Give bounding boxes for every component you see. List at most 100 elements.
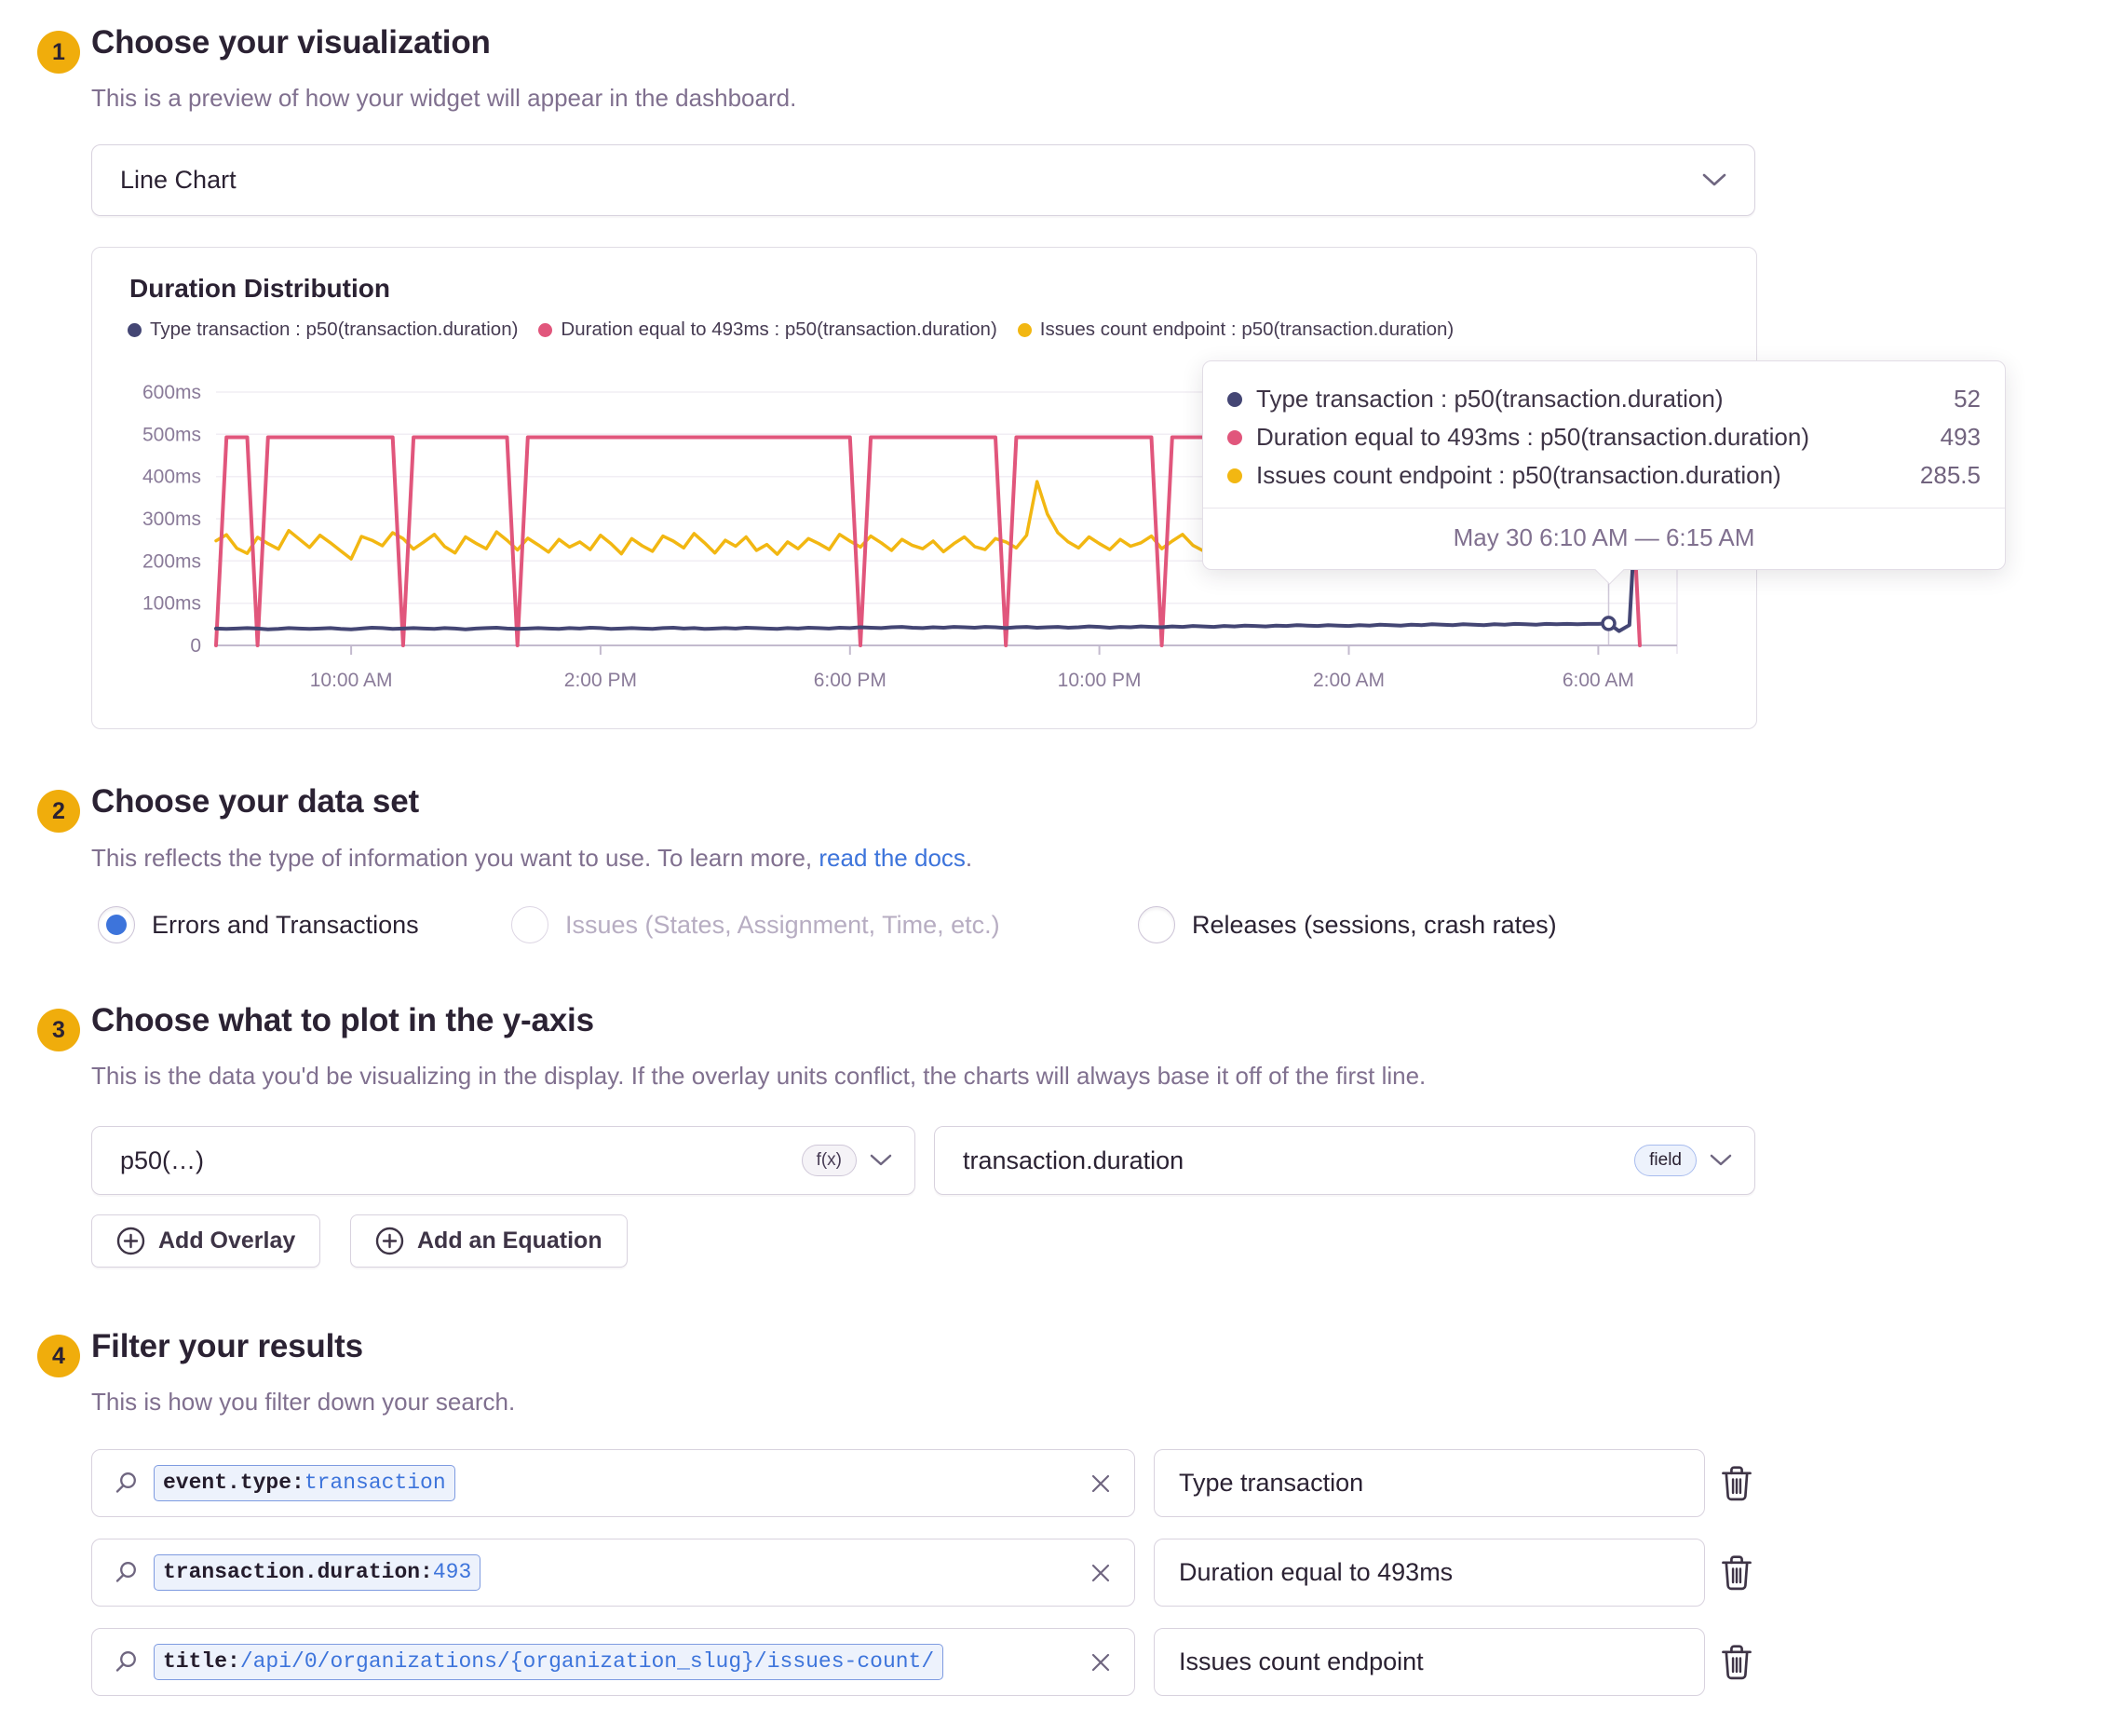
svg-text:500ms: 500ms [142, 424, 201, 445]
legend-item[interactable]: Duration equal to 493ms : p50(transactio… [538, 319, 997, 341]
radio-issues[interactable]: Issues (States, Assignment, Time, etc.) [511, 906, 1000, 943]
visualization-type-value: Line Chart [120, 166, 237, 194]
delete-filter-button-1[interactable] [1719, 1463, 1754, 1504]
filter-search-input-3[interactable]: title:/api/0/organizations/{organization… [91, 1628, 1135, 1696]
search-token[interactable]: title:/api/0/organizations/{organization… [154, 1644, 944, 1680]
function-tag: f(x) [801, 1145, 857, 1176]
svg-text:10:00 AM: 10:00 AM [310, 670, 393, 691]
tooltip-label: Issues count endpoint : p50(transaction.… [1256, 461, 1781, 489]
plus-circle-icon [116, 1227, 145, 1255]
step-4-subtitle: This is how you filter down your search. [91, 1388, 516, 1416]
trash-icon [1722, 1466, 1752, 1501]
tooltip-value: 52 [1954, 385, 1981, 413]
filter-alias-input-1[interactable] [1154, 1449, 1705, 1517]
tooltip-row: Duration equal to 493ms : p50(transactio… [1227, 418, 1981, 456]
radio-label: Errors and Transactions [152, 910, 419, 939]
search-token[interactable]: transaction.duration: 493 [154, 1554, 481, 1591]
radio-circle-selected [98, 906, 135, 943]
step-3-title: Choose what to plot in the y-axis [91, 1002, 594, 1038]
token-value: /api/0/organizations/{organization_slug}… [239, 1649, 935, 1675]
filter-alias-input-3[interactable] [1154, 1628, 1705, 1696]
tooltip-label: Type transaction : p50(transaction.durat… [1256, 385, 1724, 413]
step-2-subtitle: This reflects the type of information yo… [91, 844, 972, 873]
tooltip-timerange: May 30 6:10 AM — 6:15 AM [1203, 508, 2005, 569]
chart-tooltip: Type transaction : p50(transaction.durat… [1202, 360, 2006, 585]
yaxis-function-value: p50(…) [120, 1146, 205, 1174]
radio-circle [511, 906, 548, 943]
filter-alias-input-2[interactable] [1154, 1539, 1705, 1607]
svg-text:2:00 AM: 2:00 AM [1313, 670, 1385, 691]
filter-search-input-2[interactable]: transaction.duration: 493 [91, 1539, 1135, 1607]
legend-label: Issues count endpoint : p50(transaction.… [1039, 319, 1455, 340]
svg-text:100ms: 100ms [142, 593, 201, 615]
trash-icon [1722, 1555, 1752, 1591]
tooltip-value: 285.5 [1919, 461, 1981, 489]
chevron-down-icon [1702, 173, 1726, 186]
tooltip-label: Duration equal to 493ms : p50(transactio… [1256, 423, 1810, 451]
svg-text:0: 0 [190, 635, 201, 657]
clear-search-button[interactable] [1089, 1651, 1112, 1674]
token-key: title: [163, 1649, 240, 1675]
legend-item[interactable]: Issues count endpoint : p50(transaction.… [1017, 319, 1455, 341]
tooltip-value: 493 [1940, 423, 1981, 451]
radio-circle [1138, 906, 1175, 943]
tooltip-row: Type transaction : p50(transaction.durat… [1227, 380, 1981, 418]
add-overlay-label: Add Overlay [158, 1227, 296, 1254]
clear-search-button[interactable] [1089, 1562, 1112, 1584]
step-2-subtitle-text: This reflects the type of information yo… [91, 844, 819, 872]
clear-search-button[interactable] [1089, 1472, 1112, 1495]
svg-text:10:00 PM: 10:00 PM [1058, 670, 1142, 691]
add-equation-button[interactable]: Add an Equation [350, 1214, 628, 1268]
close-icon [1091, 1474, 1110, 1492]
yaxis-field-select[interactable]: transaction.duration field [934, 1126, 1755, 1195]
plus-circle-icon [375, 1227, 404, 1255]
radio-errors-and-transactions[interactable]: Errors and Transactions [98, 906, 419, 943]
radio-label: Releases (sessions, crash rates) [1192, 910, 1557, 939]
radio-label: Issues (States, Assignment, Time, etc.) [565, 910, 1000, 939]
legend-item[interactable]: Type transaction : p50(transaction.durat… [128, 319, 518, 341]
step-4-badge: 4 [37, 1335, 80, 1377]
radio-releases[interactable]: Releases (sessions, crash rates) [1138, 906, 1557, 943]
svg-text:2:00 PM: 2:00 PM [564, 670, 637, 691]
read-the-docs-link[interactable]: read the docs [819, 844, 966, 872]
tooltip-dot-yellow [1227, 468, 1242, 483]
legend-dot-yellow [1017, 322, 1032, 337]
step-3-badge: 3 [37, 1009, 80, 1051]
token-key: transaction.duration: [163, 1560, 433, 1585]
legend-label: Duration equal to 493ms : p50(transactio… [561, 319, 997, 340]
legend-label: Type transaction : p50(transaction.durat… [150, 319, 519, 340]
yaxis-field-value: transaction.duration [963, 1146, 1184, 1174]
svg-text:300ms: 300ms [142, 509, 201, 530]
filter-search-input-1[interactable]: event.type: transaction [91, 1449, 1135, 1517]
step-2-subtitle-end: . [965, 844, 973, 872]
add-overlay-button[interactable]: Add Overlay [91, 1214, 321, 1268]
visualization-type-select[interactable]: Line Chart [91, 144, 1755, 216]
svg-text:6:00 PM: 6:00 PM [814, 670, 886, 691]
add-equation-label: Add an Equation [417, 1227, 602, 1254]
step-3-subtitle: This is the data you'd be visualizing in… [91, 1062, 1427, 1090]
search-icon [115, 1651, 136, 1672]
token-key: event.type: [163, 1471, 304, 1496]
search-icon [115, 1472, 136, 1493]
close-icon [1091, 1564, 1110, 1581]
tooltip-dot-navy [1227, 391, 1242, 407]
svg-text:400ms: 400ms [142, 467, 201, 488]
delete-filter-button-2[interactable] [1719, 1553, 1754, 1594]
chevron-down-icon [1710, 1154, 1732, 1166]
chart-title: Duration Distribution [129, 274, 390, 303]
chart-legend: Type transaction : p50(transaction.durat… [128, 319, 1454, 341]
field-tag: field [1634, 1145, 1697, 1176]
search-token[interactable]: event.type: transaction [154, 1465, 455, 1501]
step-4-title: Filter your results [91, 1328, 363, 1364]
chevron-down-icon [870, 1154, 892, 1166]
step-1-subtitle: This is a preview of how your widget wil… [91, 84, 797, 112]
step-2-badge: 2 [37, 790, 80, 833]
step-1-title: Choose your visualization [91, 24, 491, 61]
tooltip-row: Issues count endpoint : p50(transaction.… [1227, 456, 1981, 495]
yaxis-function-select[interactable]: p50(…) f(x) [91, 1126, 915, 1195]
delete-filter-button-3[interactable] [1719, 1642, 1754, 1683]
tooltip-rows: Type transaction : p50(transaction.durat… [1203, 361, 2005, 508]
svg-text:200ms: 200ms [142, 550, 201, 572]
trash-icon [1722, 1645, 1752, 1680]
